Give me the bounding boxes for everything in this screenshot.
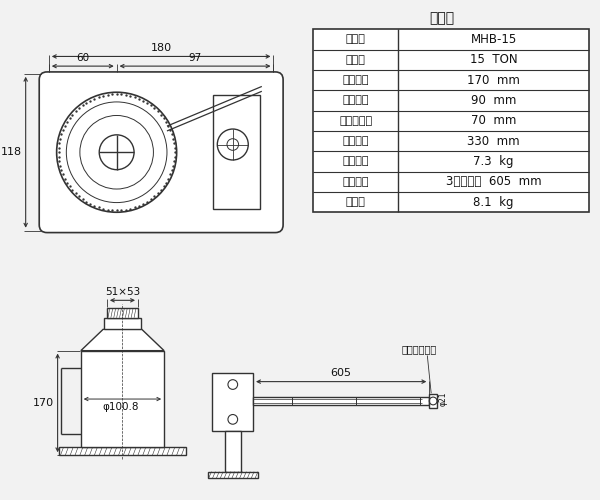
- Text: 180: 180: [151, 42, 172, 52]
- Bar: [208, 472, 258, 478]
- Bar: [104, 318, 141, 330]
- Text: 170  mm: 170 mm: [467, 74, 520, 86]
- Bar: [59, 448, 187, 455]
- Text: 97: 97: [188, 53, 202, 63]
- Text: 170: 170: [32, 398, 54, 408]
- Bar: [107, 308, 138, 318]
- Bar: [429, 394, 437, 408]
- Text: MHB-15: MHB-15: [470, 33, 517, 46]
- Text: 最高高さ: 最高高さ: [343, 136, 369, 146]
- FancyBboxPatch shape: [39, 72, 283, 233]
- Text: 標準ハンドル: 標準ハンドル: [402, 344, 437, 354]
- Bar: [214, 95, 260, 210]
- Text: 仕　様: 仕 様: [429, 10, 454, 24]
- Text: 型　式: 型 式: [346, 34, 365, 44]
- Text: 15  TON: 15 TON: [470, 54, 517, 66]
- Bar: [313, 30, 589, 212]
- Text: 本体質量: 本体質量: [343, 156, 369, 166]
- Polygon shape: [81, 330, 164, 350]
- Text: 最低高さ: 最低高さ: [343, 75, 369, 85]
- Text: 330  mm: 330 mm: [467, 134, 520, 147]
- Text: φ100.8: φ100.8: [102, 402, 139, 412]
- Text: 60: 60: [76, 53, 89, 63]
- Text: 油圧行程: 油圧行程: [343, 96, 369, 106]
- Text: 可伸ネジ長: 可伸ネジ長: [339, 116, 372, 126]
- Bar: [212, 373, 253, 431]
- Text: 70  mm: 70 mm: [471, 114, 516, 128]
- Text: 118: 118: [1, 148, 22, 158]
- Text: 7.3  kg: 7.3 kg: [473, 155, 514, 168]
- Text: 51×53: 51×53: [105, 288, 140, 298]
- Text: 8.1  kg: 8.1 kg: [473, 196, 514, 208]
- Text: ハンドル: ハンドル: [343, 177, 369, 187]
- Text: 90  mm: 90 mm: [471, 94, 516, 107]
- Text: 605: 605: [331, 368, 352, 378]
- Text: 3本ツナギ  605  mm: 3本ツナギ 605 mm: [446, 176, 541, 188]
- Bar: [81, 350, 164, 448]
- Bar: [225, 431, 241, 472]
- Text: 能　力: 能 力: [346, 55, 365, 65]
- Bar: [253, 397, 429, 405]
- Text: 総質量: 総質量: [346, 197, 365, 207]
- Text: φ21: φ21: [439, 392, 448, 406]
